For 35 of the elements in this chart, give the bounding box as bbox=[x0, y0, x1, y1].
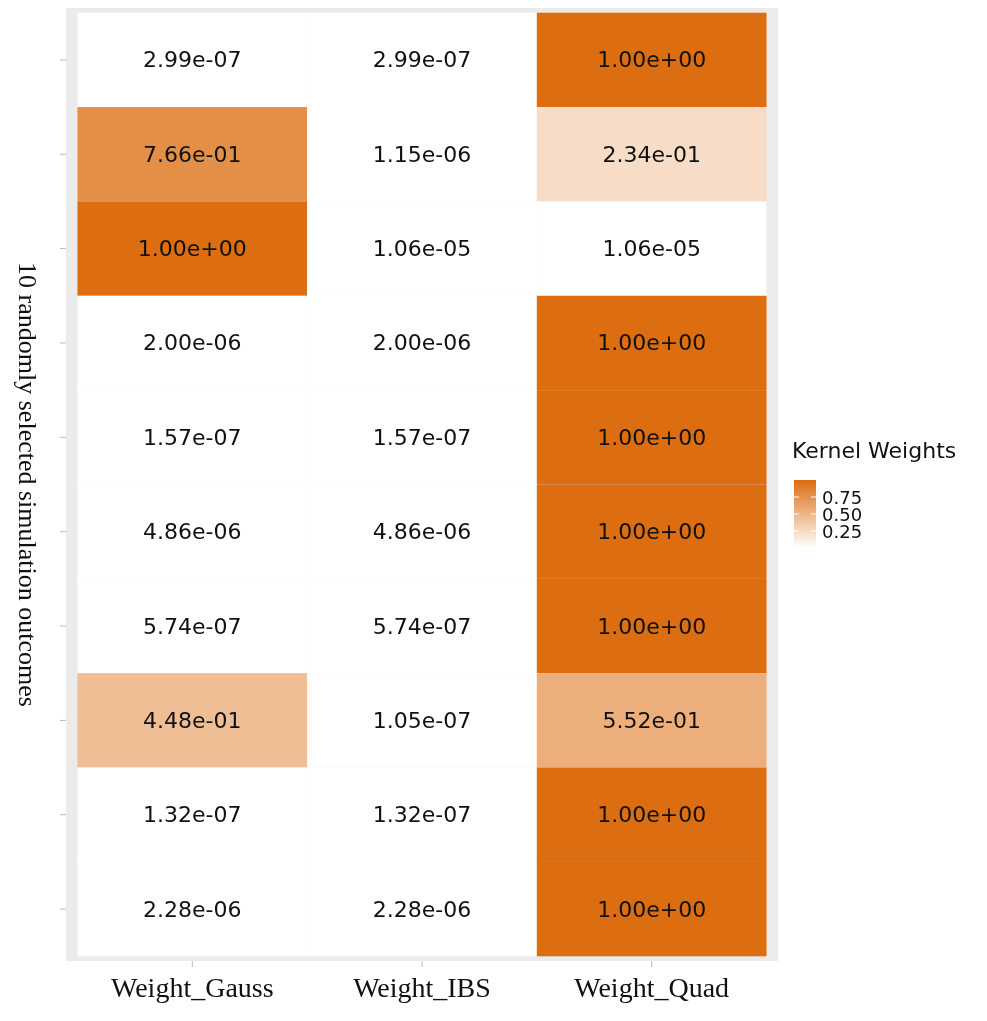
data-label: 2.28e-06 bbox=[372, 896, 472, 922]
data-label: 1.00e+00 bbox=[137, 236, 247, 262]
data-label: 4.86e-06 bbox=[143, 519, 242, 545]
data-label: 1.00e+00 bbox=[597, 47, 707, 73]
color-bar-title: Kernel Weights bbox=[792, 438, 957, 463]
data-label: 1.00e+00 bbox=[597, 802, 707, 828]
data-label: 7.66e-01 bbox=[143, 141, 242, 167]
data-label: 1.32e-07 bbox=[143, 802, 242, 828]
data-label: 1.00e+00 bbox=[597, 519, 707, 545]
data-label: 2.99e-07 bbox=[372, 47, 472, 73]
data-label: 5.74e-07 bbox=[372, 613, 472, 639]
data-label: 2.28e-06 bbox=[143, 896, 242, 922]
data-label: 1.57e-07 bbox=[372, 424, 472, 450]
data-label: 1.00e+00 bbox=[597, 896, 707, 922]
y-axis-title: 10 randomly selected simulation outcomes bbox=[12, 262, 42, 707]
data-label: 1.15e-06 bbox=[372, 141, 472, 167]
data-label: 2.34e-01 bbox=[602, 141, 701, 167]
data-label: 2.00e-06 bbox=[372, 330, 472, 356]
x-tick-label: Weight_IBS bbox=[353, 971, 491, 1003]
x-tick-label: Weight_Gauss bbox=[111, 971, 274, 1003]
data-label: 1.32e-07 bbox=[372, 802, 472, 828]
data-label: 5.52e-01 bbox=[602, 707, 701, 733]
x-tick-label: Weight_Quad bbox=[574, 971, 730, 1003]
data-label: 4.86e-06 bbox=[372, 519, 472, 545]
data-label: 1.00e+00 bbox=[597, 424, 707, 450]
data-label: 1.06e-05 bbox=[372, 236, 472, 262]
data-label: 1.00e+00 bbox=[597, 330, 707, 356]
data-label: 2.99e-07 bbox=[143, 47, 242, 73]
data-label: 1.06e-05 bbox=[602, 236, 701, 262]
data-label: 1.57e-07 bbox=[143, 424, 242, 450]
data-label: 1.00e+00 bbox=[597, 613, 707, 639]
data-label: 5.74e-07 bbox=[143, 613, 242, 639]
data-label: 4.48e-01 bbox=[143, 707, 242, 733]
data-label: 1.05e-07 bbox=[372, 707, 472, 733]
data-label: 2.00e-06 bbox=[143, 330, 242, 356]
